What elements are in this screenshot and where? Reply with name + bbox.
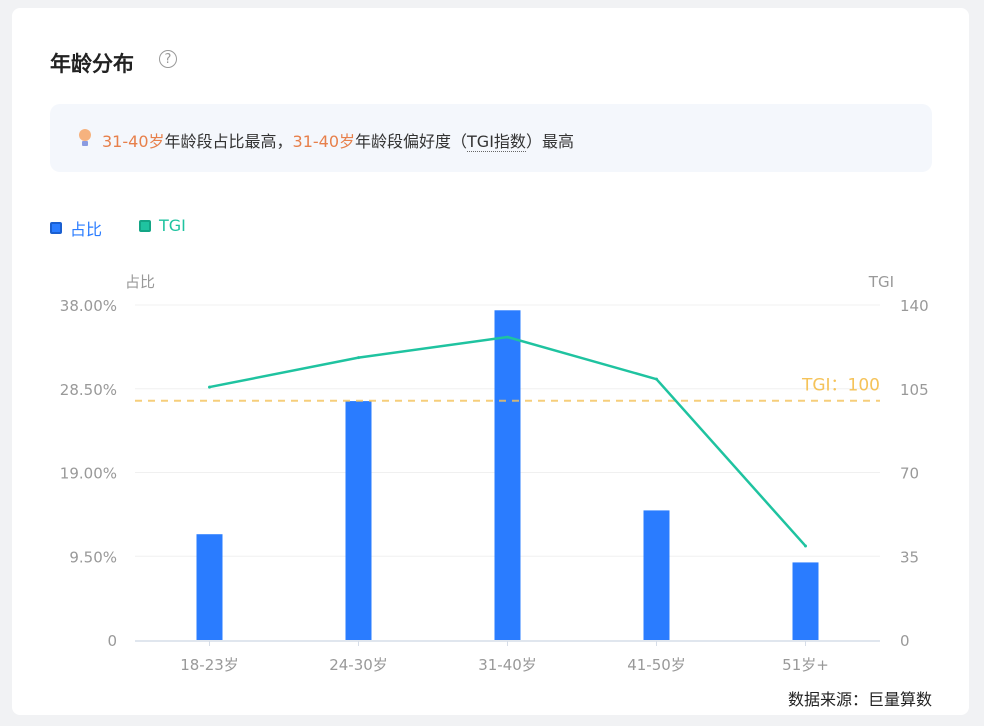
left-tick-label: 38.00% [60, 297, 117, 315]
right-axis-title: TGI [868, 273, 894, 291]
bar-18-23岁 [196, 534, 223, 640]
insight-text-part: ）最高 [525, 132, 574, 151]
right-tick-label: 105 [900, 381, 929, 399]
legend-item-tgi[interactable]: TGI [139, 216, 186, 235]
tgi-point-24-30岁 [357, 356, 360, 360]
card-title: 年龄分布 [50, 52, 134, 76]
x-tick-label: 24-30岁 [329, 656, 388, 674]
lightbulb-icon [79, 129, 91, 146]
legend-label: TGI [159, 216, 186, 235]
left-tick-label: 0 [107, 632, 117, 650]
right-tick-label: 0 [900, 632, 910, 650]
tgi-point-18-23岁 [208, 385, 211, 389]
legend-label: 占比 [70, 220, 103, 239]
left-tick-label: 28.50% [60, 381, 117, 399]
highlight-age: 31-40岁 [292, 132, 356, 151]
left-tick-label: 9.50% [69, 548, 117, 566]
tgi-point-51岁+ [804, 544, 807, 548]
right-tick-label: 140 [900, 297, 929, 315]
left-tick-label: 19.00% [60, 465, 117, 483]
x-tick-label: 41-50岁 [627, 656, 686, 674]
data-source: 数据来源：巨量算数 [787, 690, 932, 709]
right-tick-label: 70 [900, 465, 919, 483]
legend-item-share[interactable]: 占比 [50, 216, 102, 240]
x-tick-label: 31-40岁 [478, 656, 537, 674]
insight-text-part: 年龄段占比最高， [164, 132, 293, 151]
tgi-point-31-40岁 [506, 335, 509, 339]
insight-text-part: 年龄段偏好度（ [355, 132, 468, 151]
left-axis-title: 占比 [125, 273, 155, 291]
bar-24-30岁 [345, 401, 372, 640]
tgi-term-tooltip[interactable]: TGI指数 [467, 132, 526, 152]
insight-banner: 31-40岁年龄段占比最高，31-40岁年龄段偏好度（TGI指数）最高 [50, 104, 932, 172]
tgi-point-41-50岁 [655, 377, 658, 381]
bar-41-50岁 [643, 510, 670, 640]
x-tick-label: 51岁+ [782, 656, 829, 674]
legend-swatch [50, 222, 62, 234]
legend-swatch [139, 219, 151, 232]
highlight-age: 31-40岁 [102, 132, 165, 151]
bar-31-40岁 [494, 310, 521, 640]
tgi-reference-label: TGI：100 [801, 376, 880, 396]
x-tick-label: 18-23岁 [180, 656, 239, 674]
bar-51岁+ [792, 562, 819, 640]
question-circle-icon[interactable]: ? [159, 50, 177, 68]
right-tick-label: 35 [900, 548, 919, 566]
insight-text: 31-40岁年龄段占比最高，31-40岁年龄段偏好度（TGI指数）最高 [102, 128, 574, 152]
